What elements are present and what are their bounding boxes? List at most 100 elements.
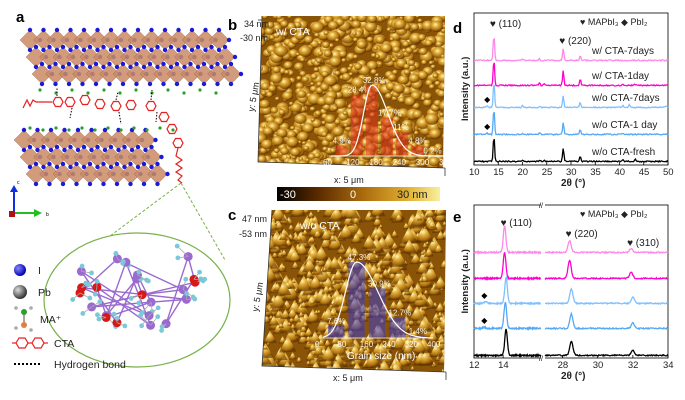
iodine-atom [102,147,108,153]
afm-grain [324,114,336,124]
afm-grain [324,96,336,106]
afm-grain [441,132,445,140]
peak-annotation: ♥ (220) [566,229,598,240]
afm-grain [298,157,304,161]
iodine-atom [168,44,174,50]
afm-grain [334,38,340,42]
afm-grain [286,136,299,148]
histogram-tick-label: 180 [369,158,383,167]
afm-grain [410,23,420,31]
afm-grain [317,51,324,56]
cta-molecule-icon [12,337,48,349]
afm-grain [316,210,321,214]
afm-grain [373,46,379,51]
iodine-atom [114,181,120,187]
histogram-bar-label: 4.9% [333,136,351,145]
afm-grain [317,40,323,45]
afm-grain [391,57,397,62]
afm-grain [291,261,300,270]
iodine-atom [122,27,127,33]
iodine-atom [195,44,201,50]
afm-grain [321,120,327,125]
afm-grain [313,67,320,72]
afm-grain [299,325,308,333]
histogram-bar-label: 4.8% [408,137,426,146]
afm-grain [434,210,444,216]
axis-break [541,203,545,207]
y-axis-label: Intensity (a.u.) [460,57,471,121]
xrd-trace [473,111,669,137]
afm-grain [419,250,425,256]
peak-annotation: ♥ (110) [490,19,521,30]
lead-atom-icon [13,285,27,299]
iodine-atom [68,144,73,150]
afm-grain [393,299,406,311]
afm-grain [399,226,418,244]
afm-grain [439,259,446,269]
afm-grain [433,324,445,335]
afm-grain [320,228,333,241]
afm-grain [407,318,416,326]
ma-cation [80,126,84,130]
cta-ring [158,111,170,123]
axis-b-label: b [46,212,49,218]
afm-grain [294,62,304,71]
afm-grain [295,275,313,292]
afm-grain [327,256,342,270]
iodine-atom [209,64,214,70]
afm-grain [328,234,337,242]
afm-grain [301,229,309,236]
histogram-bar [328,325,345,338]
afm-grain [401,238,417,254]
iodine-atom [60,161,66,167]
afm-grain [310,82,315,86]
hydrogen-atom [97,299,103,305]
hydrogen-atom [155,305,161,311]
afm-grain [425,210,436,218]
histogram-bar-label: 0.2% [423,147,441,156]
afm-grain [298,215,317,232]
iodine-atom [54,27,60,33]
afm-grain [303,327,314,337]
colorbar-mid: 0 [350,189,356,201]
afm-grain [403,69,411,76]
afm-grain [398,97,406,104]
x-tick-label: 45 [639,167,650,178]
x-axis-label: 2θ (°) [561,178,585,189]
afm-grain [262,243,270,253]
afm-grain [278,232,288,241]
ma-cation [171,128,175,132]
iodine-atom [89,127,94,133]
xrd-trace [473,138,669,163]
y-axis-label: Intensity (a.u.) [460,249,471,313]
afm-grain [274,310,283,319]
afm-grain [314,110,322,117]
bond [165,256,189,324]
iodine-atom [74,161,79,167]
histogram-fit-curve [331,84,445,157]
iodine-atom [93,61,99,67]
iodine-atom [21,127,27,133]
iodine-atom [215,61,220,67]
afm-grain [352,54,359,60]
afm-grain [309,85,318,93]
iodine-atom [27,164,33,170]
afm-grain [374,265,384,274]
afm-grain [389,37,395,42]
afm-grain [437,89,445,98]
afm-grain [332,126,344,137]
cta-ring [110,100,122,112]
afm-grain [321,224,327,230]
iodine-atom [33,64,39,70]
afm-grain [332,105,338,111]
afm-grain [295,82,305,90]
x-tick-label: 14 [498,360,509,371]
iodine-atom [195,64,201,70]
afm-image-without-cta: w/o CTA 47 nm -53 nm y: 5 μm x: 5 μm 7.6… [239,209,447,383]
iodine-atom [87,44,93,50]
series-label: w/o CTA-7days [591,93,660,104]
afm-grain [364,21,378,33]
afm-grain [385,341,394,350]
afm-grain [387,283,406,301]
iodine-atom [95,47,100,53]
